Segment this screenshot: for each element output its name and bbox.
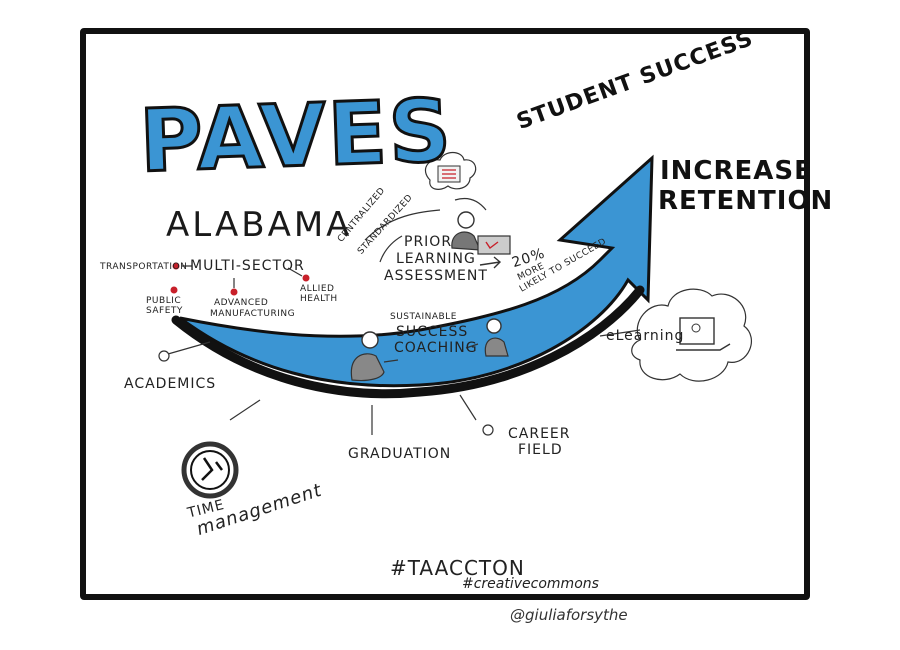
success-arrow — [179, 154, 654, 388]
transport-dot — [172, 262, 180, 270]
coach-head-right — [486, 318, 502, 334]
subtitle: ALABAMA — [166, 205, 353, 245]
academics-label: ACADEMICS — [124, 376, 217, 392]
allied-label: ALLIED — [300, 284, 335, 294]
assessment-label: ASSESSMENT — [384, 268, 488, 284]
advanced-label: ADVANCED — [214, 298, 269, 308]
success-label: SUCCESS — [396, 324, 469, 340]
person-head-desk — [457, 211, 475, 229]
manufacturing-dot — [230, 288, 238, 296]
coaching-label: COACHING — [394, 340, 478, 356]
health-label: HEALTH — [300, 294, 338, 304]
hashtag-creative: #creativecommons — [462, 576, 599, 592]
allied-health-dot — [302, 274, 310, 282]
retention-label: RETENTION — [658, 186, 834, 216]
multi-sector-label: MULTI-SECTOR — [190, 258, 305, 274]
manufacturing-label: MANUFACTURING — [210, 309, 296, 319]
coach-head-left — [361, 331, 379, 349]
increase-label: INCREASE — [660, 156, 813, 186]
arrow-underline — [171, 285, 645, 399]
career-label: CAREER — [508, 426, 571, 442]
elearning-label: eLearning — [606, 328, 685, 344]
clock-icon — [181, 441, 239, 499]
transportation-label: TRANSPORTATION — [100, 262, 188, 272]
public-label: PUBLIC — [146, 296, 182, 306]
author-handle: @giuliaforsythe — [510, 606, 628, 624]
field-label: FIELD — [518, 442, 563, 458]
learning-label: LEARNING — [396, 251, 476, 267]
main-title: PAVES — [136, 80, 455, 194]
graduation-label: GRADUATION — [348, 446, 452, 462]
public-safety-dot — [170, 286, 178, 294]
sustainable-label: SUSTAINABLE — [390, 312, 457, 322]
hashtag-taaccton: #TAACCTON — [390, 556, 525, 580]
safety-label: SAFETY — [146, 306, 183, 316]
prior-label: PRIOR — [404, 234, 453, 250]
